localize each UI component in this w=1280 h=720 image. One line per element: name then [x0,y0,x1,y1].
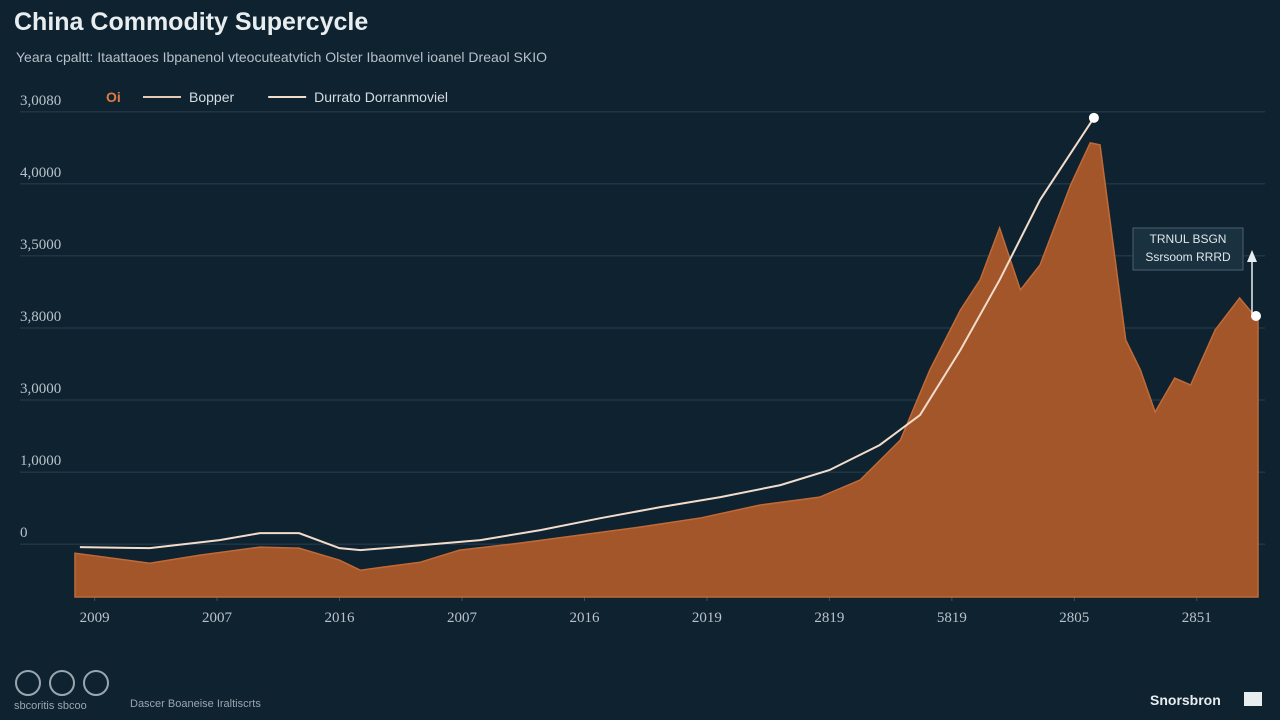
line [79,117,1095,552]
x-tick-label: 2819 [814,610,844,626]
legend-label: Durrato Dorranmoviel [314,89,448,105]
x-tick-label: 2007 [202,610,233,626]
y-tick-label: 3,0000 [20,381,61,397]
y-tick-label: 0 [20,525,28,541]
arrow-head [1247,250,1257,262]
x-tick-label: 2019 [692,610,722,626]
brand-logo [1244,692,1262,706]
legend-title: Oi [106,89,121,105]
legend: Bopper Durrato Dorranmoviel [143,89,448,105]
icon[interactable] [49,670,75,696]
x-tick-label: 5819 [937,610,967,626]
y-tick-label: 1,0000 [20,453,61,469]
chart-subtitle: Yeara cpaltt: Itaattaoes Ibpanenol vteoc… [16,49,547,65]
annotation-dot [1251,311,1261,321]
legend-label: Bopper [189,89,234,105]
x-tick-label: 2009 [80,610,110,626]
footer-note: sbcoritis sbcoo [14,700,87,712]
footer-text: Dascer Boaneise Iraltiscrts [130,698,261,710]
annotation-text: TRNUL BSGN [1150,232,1227,246]
icon[interactable] [15,670,41,696]
y-tick-label: 3,5000 [20,237,61,253]
icon[interactable] [83,670,109,696]
annotation-box [1132,227,1244,271]
x-tick-label: 2805 [1059,610,1089,626]
footer-icons [15,670,109,696]
plot-area: 0 1,0000 3,0000 3,8000 3,5000 4,0000 3,0080 200… [20,93,1265,626]
y-tick-label: 3,0080 [20,93,61,109]
x-tick-label: 2007 [447,610,478,626]
area [74,141,1259,598]
y-tick-label: 4,0000 [20,165,61,181]
x-tick-label: 2851 [1182,610,1212,626]
x-tick-label: 2016 [569,610,600,626]
brand: Snorsbron [1150,692,1221,708]
x-tick-label: 2016 [325,610,356,626]
chart-title: China Commodity Supercycle [14,8,368,36]
y-tick-label: 3,8000 [20,309,61,325]
annotation-text: Ssrsoom RRRD [1145,250,1231,264]
peak-dot [1088,112,1099,123]
